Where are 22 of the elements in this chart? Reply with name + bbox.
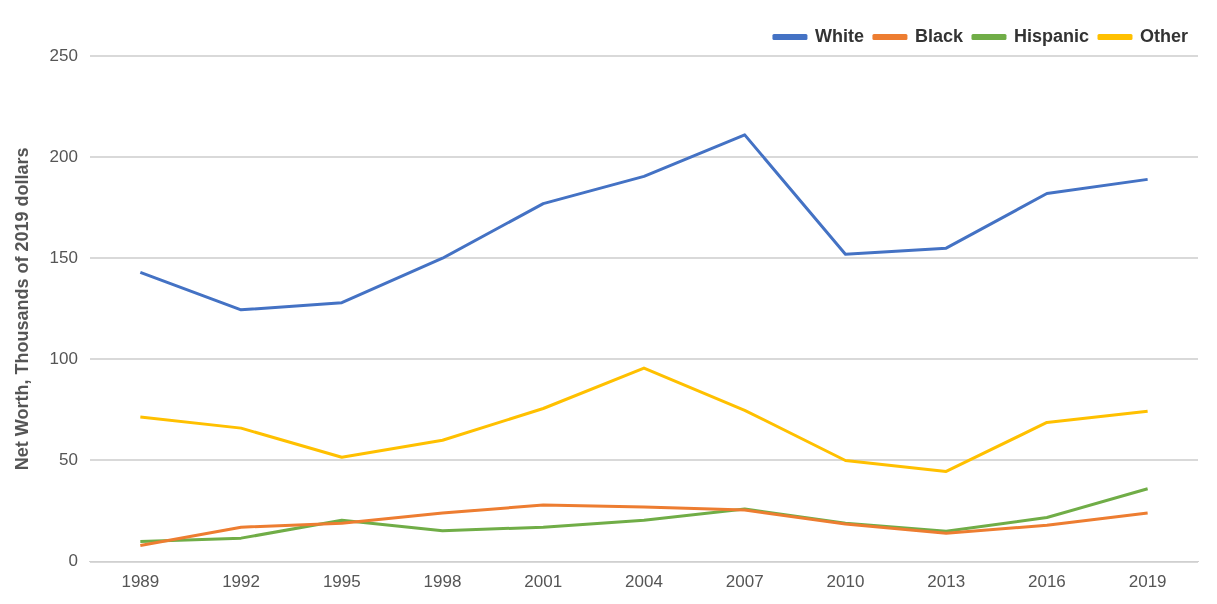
x-tick-label: 2010 bbox=[826, 572, 865, 592]
x-tick-label: 2019 bbox=[1128, 572, 1167, 592]
legend-label: Black bbox=[914, 25, 964, 46]
y-tick-label: 150 bbox=[49, 247, 78, 267]
legend-label: Other bbox=[1139, 25, 1189, 46]
y-tick-label: 200 bbox=[49, 146, 78, 166]
x-tick-label: 2016 bbox=[1027, 572, 1066, 592]
legend-label: White bbox=[814, 25, 864, 46]
y-tick-label: 0 bbox=[68, 551, 78, 571]
x-tick-label: 1989 bbox=[121, 572, 160, 592]
legend-label: Hispanic bbox=[1013, 25, 1089, 46]
x-tick-label: 2004 bbox=[625, 572, 663, 592]
x-tick-label: 2001 bbox=[524, 572, 563, 592]
y-tick-label: 100 bbox=[49, 349, 78, 369]
x-tick-label: 2013 bbox=[927, 572, 966, 592]
y-axis-title: Net Worth, Thousands of 2019 dollars bbox=[11, 147, 32, 471]
x-tick-label: 1998 bbox=[423, 572, 462, 592]
x-tick-label: 1992 bbox=[222, 572, 260, 592]
y-tick-label: 250 bbox=[49, 45, 78, 65]
x-tick-label: 1995 bbox=[322, 572, 361, 592]
y-tick-label: 50 bbox=[59, 450, 78, 470]
x-tick-label: 2007 bbox=[725, 572, 764, 592]
